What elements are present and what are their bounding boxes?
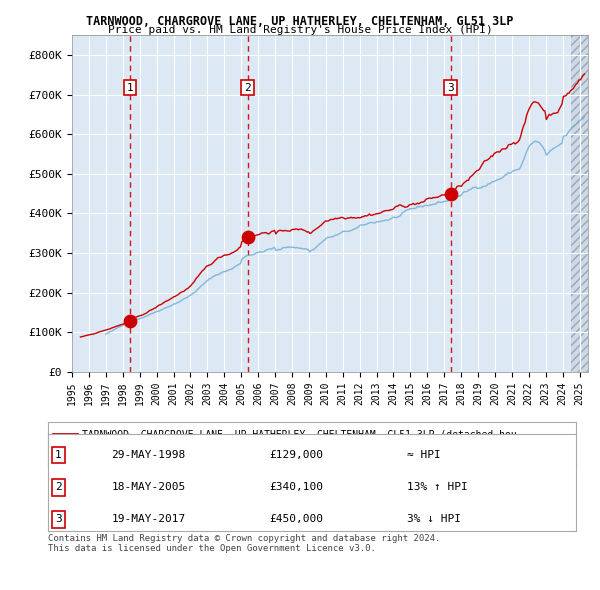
Text: TARNWOOD, CHARGROVE LANE, UP HATHERLEY, CHELTENHAM, GL51 3LP: TARNWOOD, CHARGROVE LANE, UP HATHERLEY, …: [86, 15, 514, 28]
Text: Contains HM Land Registry data © Crown copyright and database right 2024.
This d: Contains HM Land Registry data © Crown c…: [48, 534, 440, 553]
Text: 13% ↑ HPI: 13% ↑ HPI: [407, 482, 468, 492]
Text: £129,000: £129,000: [270, 450, 324, 460]
Text: 18-MAY-2005: 18-MAY-2005: [112, 482, 185, 492]
Text: 1: 1: [127, 83, 133, 93]
Point: [243, 232, 253, 242]
Text: 3: 3: [447, 83, 454, 93]
Text: 29-MAY-1998: 29-MAY-1998: [112, 450, 185, 460]
Text: 19-MAY-2017: 19-MAY-2017: [112, 514, 185, 525]
Text: 3: 3: [55, 514, 62, 525]
Text: £340,100: £340,100: [270, 482, 324, 492]
Point: [125, 316, 134, 325]
Text: HPI: Average price, detached house, Cheltenham: HPI: Average price, detached house, Chel…: [82, 449, 353, 458]
Text: ≈ HPI: ≈ HPI: [407, 450, 441, 460]
Text: Price paid vs. HM Land Registry's House Price Index (HPI): Price paid vs. HM Land Registry's House …: [107, 25, 493, 35]
Text: £450,000: £450,000: [270, 514, 324, 525]
Text: 3% ↓ HPI: 3% ↓ HPI: [407, 514, 461, 525]
Point: [446, 189, 455, 198]
Text: 2: 2: [55, 482, 62, 492]
Text: 2: 2: [244, 83, 251, 93]
Text: 1: 1: [55, 450, 62, 460]
Bar: [571, 35, 588, 372]
Text: TARNWOOD, CHARGROVE LANE, UP HATHERLEY, CHELTENHAM, GL51 3LP (detached hou: TARNWOOD, CHARGROVE LANE, UP HATHERLEY, …: [82, 430, 517, 439]
